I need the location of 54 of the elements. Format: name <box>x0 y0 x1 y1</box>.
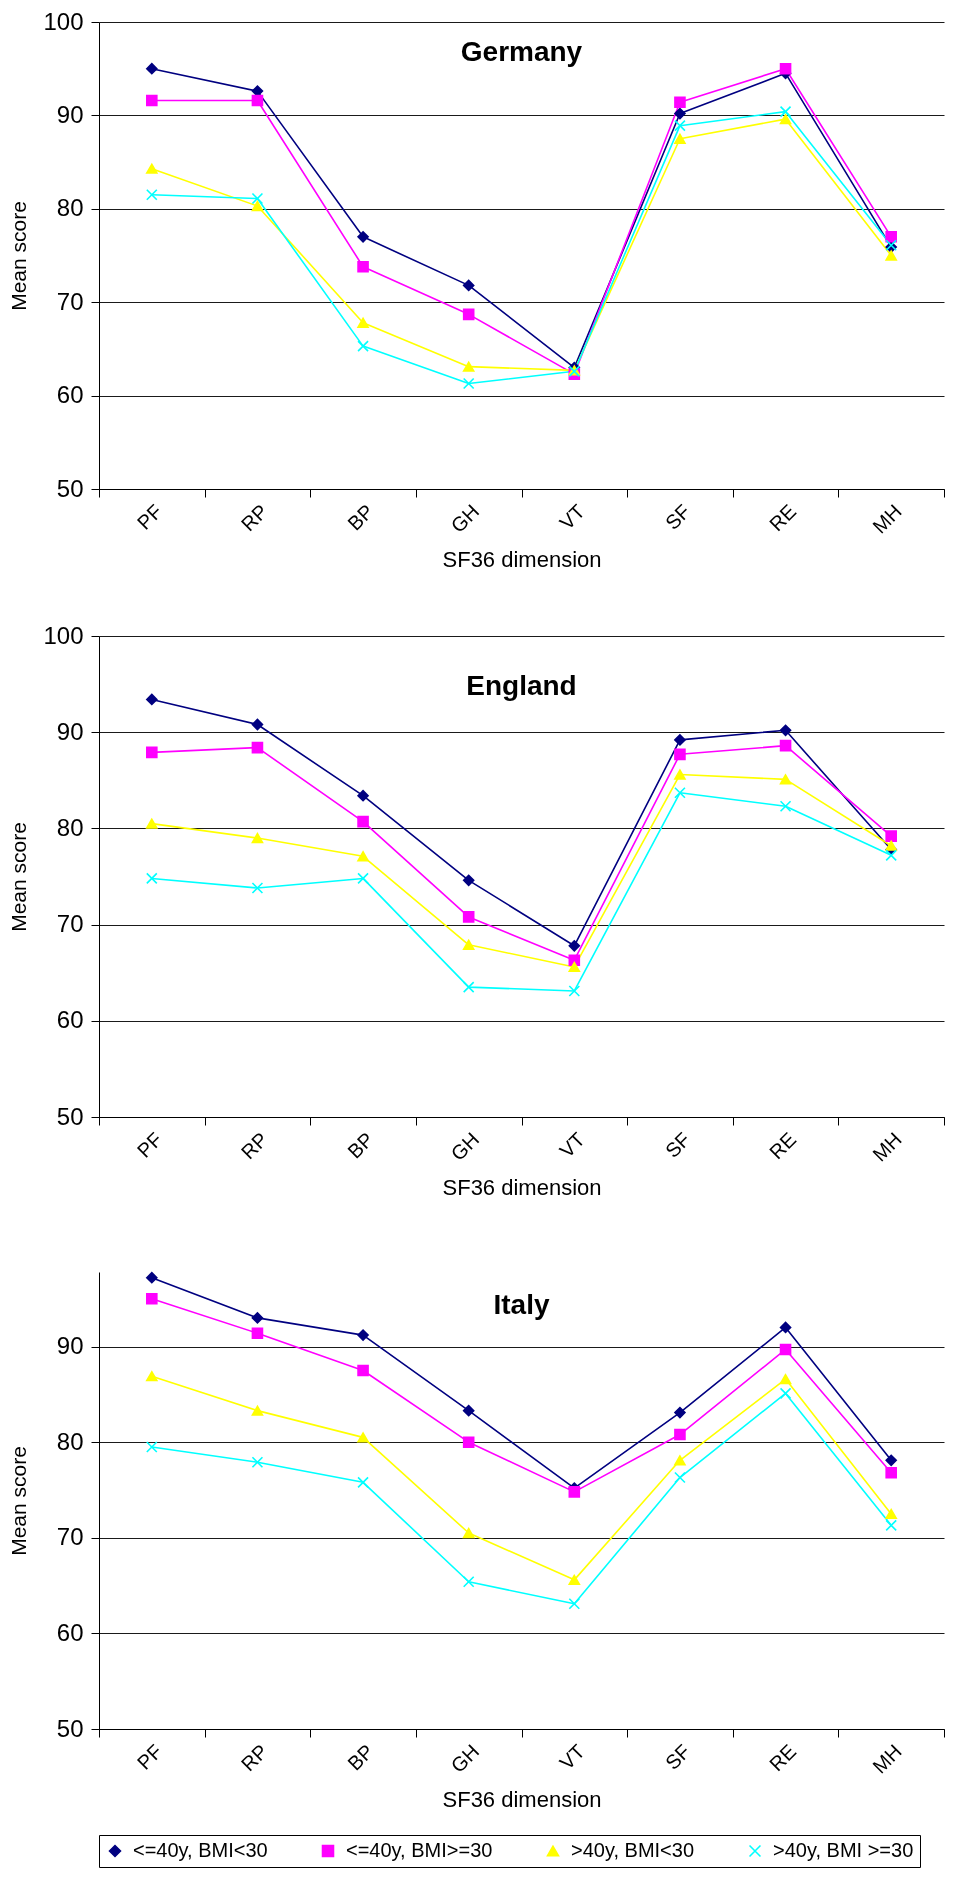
y-tick-label: 90 <box>56 1332 84 1360</box>
x-tick-label: RP <box>236 1128 273 1164</box>
x-tick-label: RP <box>236 500 273 536</box>
legend-label: <=40y, BMI<30 <box>133 1839 268 1861</box>
x-tick-label: VT <box>555 1740 589 1774</box>
x-tick-label: SF <box>660 1128 695 1162</box>
x-axis-title: SF36 dimension <box>442 1786 602 1812</box>
x-tick-label: GH <box>446 1740 484 1777</box>
text: Italy <box>493 1288 550 1320</box>
x-tick-label: BP <box>343 1128 378 1163</box>
y-tick-label: 60 <box>56 1618 84 1646</box>
y-tick-label: 50 <box>56 1102 84 1130</box>
x-tick-label: PF <box>132 1128 167 1162</box>
text: Germany <box>460 36 583 67</box>
x-tick-label: RP <box>236 1740 273 1776</box>
legend-label: <=40y, BMI>=30 <box>346 1839 493 1861</box>
y-tick-label: 90 <box>56 717 84 745</box>
text: England <box>466 670 577 701</box>
y-tick-label: 100 <box>43 621 84 649</box>
x-tick-label: PF <box>132 500 167 534</box>
y-tick-label: 70 <box>56 1523 84 1551</box>
y-tick-label: 70 <box>56 910 84 938</box>
y-tick-label: 50 <box>56 474 84 502</box>
y-tick-label: 50 <box>56 1714 84 1742</box>
x-tick-label: MH <box>868 1740 906 1778</box>
x-tick-label: RE <box>764 1740 801 1776</box>
x-tick-label: SF <box>660 1740 695 1774</box>
x-tick-label: PF <box>132 1740 167 1774</box>
x-tick-label: GH <box>446 500 484 537</box>
x-tick-label: BP <box>343 1740 378 1775</box>
x-tick-label: GH <box>446 1128 484 1165</box>
legend-label: >40y, BMI >=30 <box>773 1839 914 1861</box>
x-tick-label: SF <box>660 500 695 534</box>
legend-label: >40y, BMI<30 <box>571 1839 695 1861</box>
x-tick-label: RE <box>764 1128 801 1164</box>
x-tick-label: BP <box>343 500 378 535</box>
x-tick-label: VT <box>555 1128 589 1162</box>
y-tick-label: 80 <box>56 194 84 222</box>
y-tick-label: 90 <box>56 100 84 128</box>
x-axis-title: SF36 dimension <box>442 546 602 572</box>
y-axis-title: Mean score <box>6 201 30 311</box>
x-tick-label: MH <box>868 500 906 538</box>
y-tick-label: 60 <box>56 1006 84 1034</box>
y-tick-label: 70 <box>56 287 84 315</box>
y-tick-label: 80 <box>56 813 84 841</box>
x-tick-label: MH <box>868 1128 906 1166</box>
y-tick-label: 60 <box>56 381 84 409</box>
y-axis-title: Mean score <box>6 1446 30 1556</box>
y-tick-label: 100 <box>43 7 84 35</box>
x-tick-label: RE <box>764 500 801 536</box>
y-tick-label: 80 <box>56 1427 84 1455</box>
y-axis-title: Mean score <box>6 822 30 932</box>
x-axis-title: SF36 dimension <box>442 1174 602 1200</box>
x-tick-label: VT <box>555 500 589 534</box>
